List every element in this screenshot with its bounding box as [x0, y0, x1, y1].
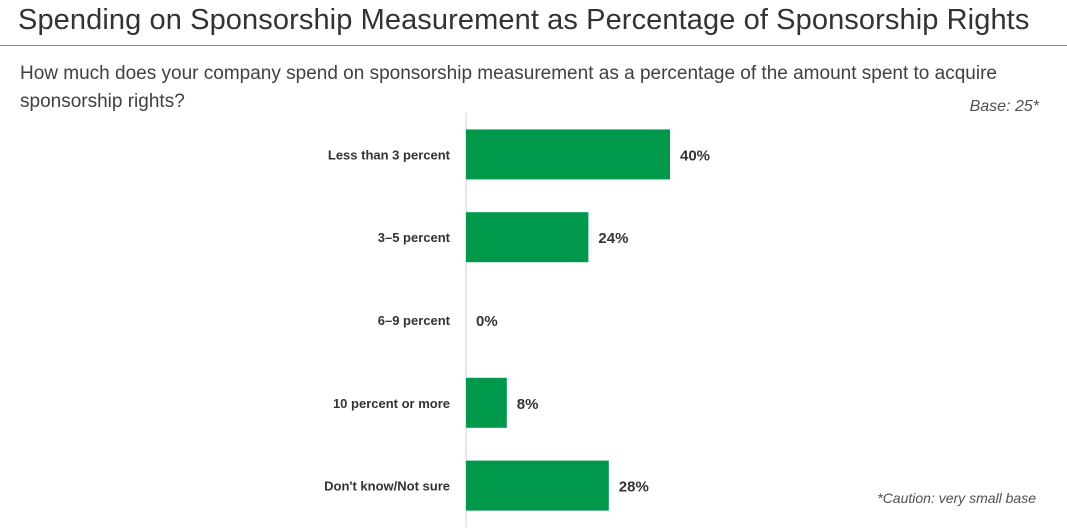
value-label: 40%	[680, 147, 710, 164]
category-label: 3–5 percent	[378, 230, 451, 245]
bar	[466, 460, 609, 511]
title-divider	[0, 45, 1067, 46]
caution-note: *Caution: very small base	[877, 490, 1036, 506]
survey-question: How much does your company spend on spon…	[20, 63, 997, 112]
category-label: 10 percent or more	[333, 396, 450, 411]
value-label: 28%	[619, 479, 649, 496]
base-note: Base: 25*	[969, 98, 1039, 115]
bar	[466, 129, 670, 180]
category-label: 6–9 percent	[378, 313, 451, 328]
value-label: 24%	[598, 230, 628, 247]
bar	[466, 377, 507, 428]
category-label: Don't know/Not sure	[324, 479, 450, 494]
category-label: Less than 3 percent	[328, 147, 451, 162]
bar	[466, 212, 589, 263]
value-label: 0%	[476, 313, 498, 330]
value-label: 8%	[517, 396, 539, 413]
chart-title: Spending on Sponsorship Measurement as P…	[18, 4, 1030, 36]
